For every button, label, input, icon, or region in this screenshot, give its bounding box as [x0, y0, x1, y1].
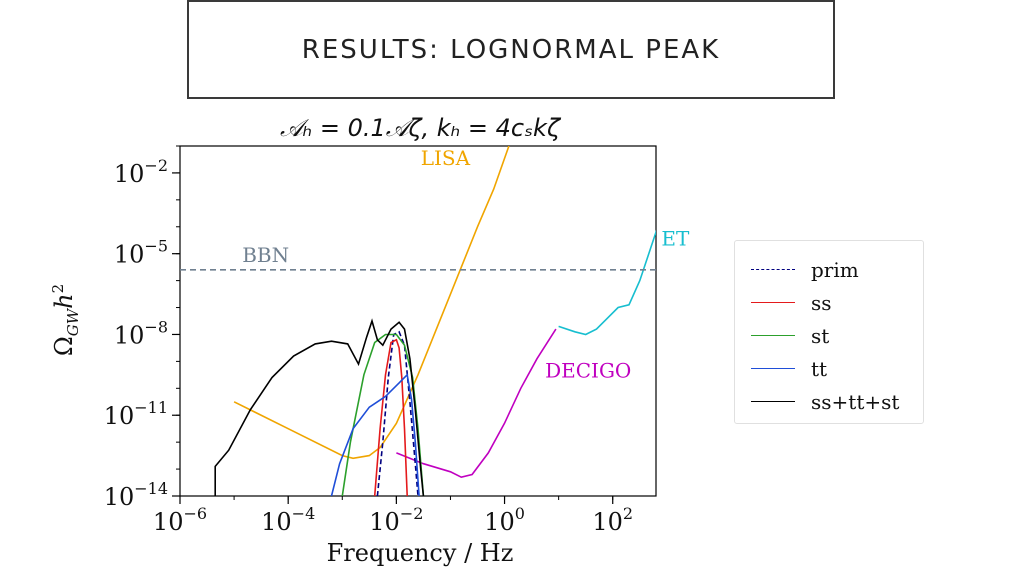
series-tt	[330, 373, 420, 496]
y-tick-label: 10−11	[104, 398, 168, 430]
series-prim	[376, 330, 419, 496]
legend-swatch	[751, 401, 795, 402]
legend-label: ss	[811, 290, 832, 315]
legend-label: tt	[811, 356, 828, 381]
legend-entry: st	[751, 319, 923, 352]
x-tick-label: 100	[484, 504, 525, 536]
curve-et	[558, 229, 656, 336]
legend-entry: ss	[751, 286, 923, 319]
legend-swatch	[751, 302, 795, 303]
series-ss-tt-st	[214, 318, 425, 496]
y-tick-label: 10−8	[114, 317, 168, 349]
annotation-lisa: LISA	[421, 146, 471, 170]
x-tick-label: 10−4	[261, 504, 315, 536]
curve-decigo	[396, 328, 557, 479]
annotation-decigo: DECIGO	[545, 359, 631, 383]
legend: prim ss st tt ss+tt+st	[734, 240, 924, 424]
series-st	[341, 333, 425, 496]
legend-label: ss+tt+st	[811, 389, 900, 414]
legend-label: st	[811, 323, 830, 348]
annotation-et: ET	[661, 227, 690, 251]
chart-subtitle: 𝒜ₕ = 0.1𝒜ζ, kₕ = 4cₛkζ	[280, 114, 562, 142]
curve-lisa	[233, 146, 510, 460]
annotation-bbn: BBN	[242, 243, 289, 267]
legend-entry: ss+tt+st	[751, 385, 923, 418]
x-tick-label: 10−6	[153, 504, 207, 536]
legend-entry: prim	[751, 253, 923, 286]
slide-title-box: RESULTS: LOGNORMAL PEAK	[187, 0, 835, 99]
y-axis-label: ΩGWh2	[49, 284, 82, 356]
series-ss	[373, 338, 408, 496]
slide-title: RESULTS: LOGNORMAL PEAK	[301, 34, 721, 65]
x-tick-label: 10−2	[369, 504, 423, 536]
x-axis-label: Frequency / Hz	[327, 539, 514, 567]
x-tick-label: 102	[592, 504, 633, 536]
legend-swatch	[751, 368, 795, 369]
y-tick-label: 10−14	[104, 479, 168, 511]
y-tick-label: 10−5	[114, 237, 168, 269]
plot-frame	[179, 145, 657, 497]
legend-swatch	[751, 269, 795, 270]
y-tick-label: 10−2	[114, 156, 168, 188]
legend-entry: tt	[751, 352, 923, 385]
legend-label: prim	[811, 257, 859, 282]
legend-swatch	[751, 335, 795, 336]
